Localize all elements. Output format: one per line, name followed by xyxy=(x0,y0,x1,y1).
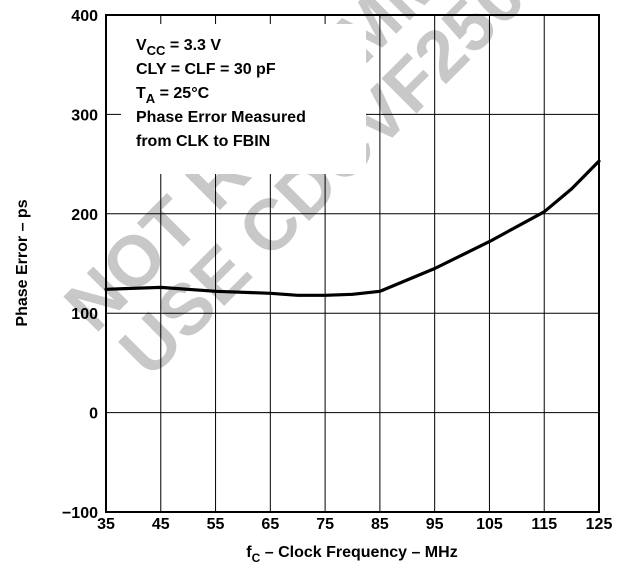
y-tick-label: 300 xyxy=(71,107,98,124)
annotation-subscript: CC xyxy=(147,43,166,58)
annotation-box xyxy=(121,24,366,174)
x-tick-label: 35 xyxy=(97,516,115,533)
x-axis-ticks: 35 45 55 65 75 85 95 105 115 125 xyxy=(97,516,612,533)
annotation-main: CLY = CLF = 30 pF xyxy=(136,61,276,78)
annotation-line-5: from CLK to FBIN xyxy=(136,133,270,150)
annotation-line-4: Phase Error Measured xyxy=(136,109,306,126)
y-axis-label: Phase Error – ps xyxy=(14,199,31,326)
x-tick-label: 115 xyxy=(531,516,557,533)
annotation-line-1: VCC = 3.3 V xyxy=(136,37,221,58)
annotation-rest: = 3.3 V xyxy=(165,37,221,54)
annotation-line-3: TA = 25°C xyxy=(136,85,210,106)
x-tick-label: 105 xyxy=(476,516,503,533)
y-axis-ticks: −100 0 100 200 300 400 xyxy=(62,8,98,522)
y-tick-label: 400 xyxy=(71,8,98,25)
annotation-main: T xyxy=(136,85,146,102)
x-tick-label: 85 xyxy=(371,516,389,533)
y-tick-label: 200 xyxy=(71,207,98,224)
x-tick-label: 45 xyxy=(152,516,170,533)
test-conditions-annotation: VCC = 3.3 V CLY = CLF = 30 pF TA = 25°C Pha… xyxy=(136,37,306,150)
annotation-line-2: CLY = CLF = 30 pF xyxy=(136,61,276,78)
annotation-rest: = 25°C xyxy=(155,85,209,102)
annotation-main: V xyxy=(136,37,147,54)
x-tick-label: 125 xyxy=(586,516,613,533)
annotation-main: from CLK to FBIN xyxy=(136,133,270,150)
plot-frame xyxy=(105,14,600,513)
x-axis-label: fC – Clock Frequency – MHz xyxy=(246,544,457,565)
annotation-subscript: A xyxy=(146,91,156,106)
x-tick-label: 55 xyxy=(207,516,225,533)
x-axis-label-main: f xyxy=(246,544,252,561)
x-axis-label-rest: – Clock Frequency – MHz xyxy=(260,544,457,561)
x-tick-label: 95 xyxy=(426,516,444,533)
x-tick-label: 65 xyxy=(261,516,279,533)
phase-error-curve xyxy=(104,159,601,297)
annotation-main: Phase Error Measured xyxy=(136,109,306,126)
y-tick-label: −100 xyxy=(62,505,98,522)
y-tick-label: 100 xyxy=(71,306,98,323)
x-tick-label: 75 xyxy=(316,516,334,533)
x-axis-label-sub: C xyxy=(252,551,261,565)
y-tick-label: 0 xyxy=(89,406,98,423)
